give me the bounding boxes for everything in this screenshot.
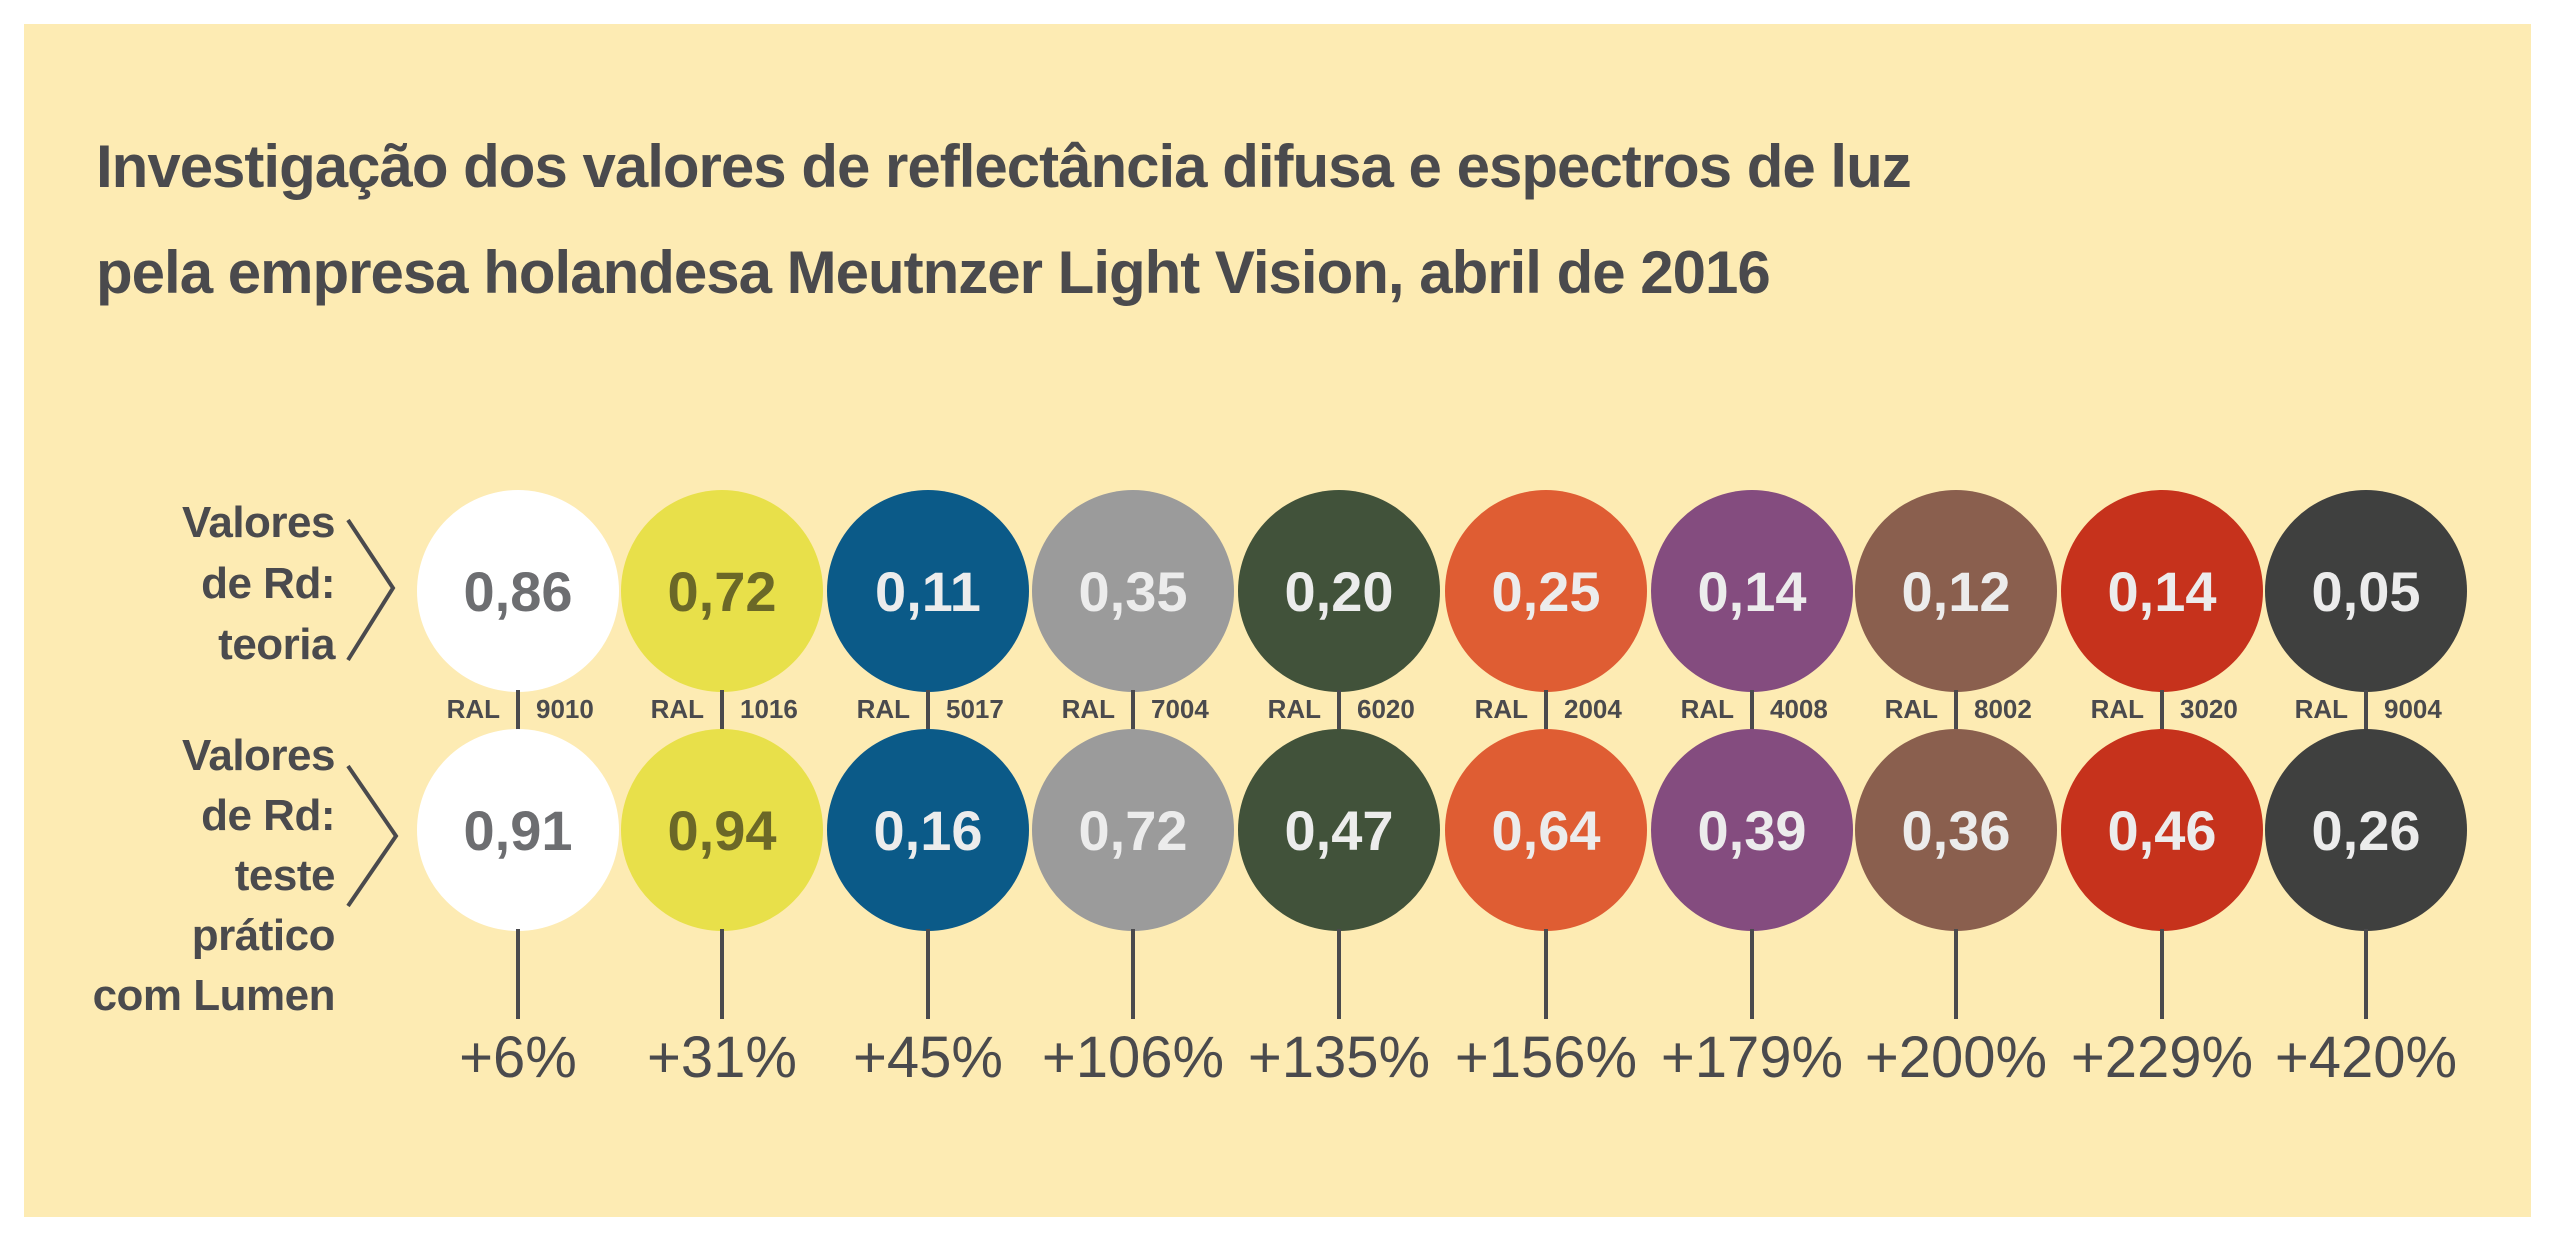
connector-line: [2160, 929, 2164, 1019]
ral-prefix: RAL: [2090, 694, 2144, 724]
increase-percent: +200%: [1864, 1025, 2048, 1090]
ral-prefix: RAL: [446, 694, 500, 724]
row-label-line: de Rd:: [201, 791, 335, 840]
ral-code: 6020: [1357, 694, 1415, 724]
connector-line: [926, 690, 930, 732]
ral-prefix: RAL: [856, 694, 910, 724]
row-label-line: teoria: [218, 620, 335, 669]
chevron-right-icon: [346, 764, 399, 908]
ral-prefix: RAL: [1061, 694, 1115, 724]
increase-percent: +135%: [1247, 1025, 1431, 1090]
test-value-circle: 0,94: [621, 729, 823, 931]
connector-line: [1750, 929, 1754, 1019]
connector-line: [1337, 929, 1341, 1019]
theory-value-circle: 0,12: [1855, 490, 2057, 692]
ral-code: 1016: [740, 694, 798, 724]
test-value-circle: 0,36: [1855, 729, 2057, 931]
ral-prefix: RAL: [650, 694, 704, 724]
row-label-line: de Rd:: [201, 559, 335, 608]
connector-line: [720, 690, 724, 732]
ral-code: 8002: [1974, 694, 2032, 724]
theory-value-circle: 0,20: [1238, 490, 1440, 692]
row-label-theory: Valores de Rd: teoria: [181, 492, 336, 675]
ral-prefix: RAL: [1474, 694, 1528, 724]
test-value-circle: 0,46: [2061, 729, 2263, 931]
increase-percent: +106%: [1041, 1025, 1225, 1090]
increase-percent: +179%: [1660, 1025, 1844, 1090]
ral-prefix: RAL: [1267, 694, 1321, 724]
connector-line: [1131, 690, 1135, 732]
connector-line: [1337, 690, 1341, 732]
increase-percent: +420%: [2274, 1025, 2458, 1090]
ral-code: 9004: [2384, 694, 2442, 724]
connector-line: [2364, 690, 2368, 732]
ral-prefix: RAL: [1680, 694, 1734, 724]
ral-code: 9010: [536, 694, 594, 724]
test-value-circle: 0,72: [1032, 729, 1234, 931]
connector-line: [1544, 690, 1548, 732]
ral-code: 2004: [1564, 694, 1622, 724]
theory-value-circle: 0,72: [621, 490, 823, 692]
connector-line: [2160, 690, 2164, 732]
connector-line: [926, 929, 930, 1019]
theory-value-circle: 0,86: [417, 490, 619, 692]
theory-value-circle: 0,11: [827, 490, 1029, 692]
increase-percent: +229%: [2070, 1025, 2254, 1090]
connector-line: [516, 690, 520, 732]
connector-line: [1544, 929, 1548, 1019]
increase-percent: +6%: [459, 1025, 577, 1090]
connector-line: [1954, 690, 1958, 732]
test-value-circle: 0,91: [417, 729, 619, 931]
ral-code: 5017: [946, 694, 1004, 724]
test-value-circle: 0,26: [2265, 729, 2467, 931]
ral-code: 7004: [1151, 694, 1209, 724]
row-label-line: Valores: [181, 498, 336, 547]
test-value-circle: 0,16: [827, 729, 1029, 931]
connector-line: [516, 929, 520, 1019]
row-label-test: Valores de Rd: teste prático com Lumen: [92, 726, 336, 1026]
theory-value-circle: 0,14: [1651, 490, 1853, 692]
test-value-circle: 0,47: [1238, 729, 1440, 931]
ral-code: 4008: [1770, 694, 1828, 724]
ral-prefix: RAL: [2294, 694, 2348, 724]
theory-value-circle: 0,25: [1445, 490, 1647, 692]
connector-line: [1131, 929, 1135, 1019]
row-label-line: com Lumen: [92, 971, 336, 1020]
theory-value-circle: 0,05: [2265, 490, 2467, 692]
connector-line: [1750, 690, 1754, 732]
chevron-right-icon: [346, 518, 396, 662]
title-line-1: Investigação dos valores de reflectância…: [96, 133, 1912, 200]
row-label-line: Valores: [181, 731, 336, 780]
row-label-line: teste: [234, 851, 336, 900]
increase-percent: +156%: [1454, 1025, 1638, 1090]
ral-prefix: RAL: [1884, 694, 1938, 724]
ral-code: 3020: [2180, 694, 2238, 724]
test-value-circle: 0,39: [1651, 729, 1853, 931]
title-line-2: pela empresa holandesa Meutnzer Light Vi…: [96, 239, 1771, 306]
row-label-line: prático: [191, 911, 336, 960]
theory-value-circle: 0,14: [2061, 490, 2263, 692]
increase-percent: +45%: [853, 1025, 1003, 1090]
connector-line: [2364, 929, 2368, 1019]
connector-line: [720, 929, 724, 1019]
connector-line: [1954, 929, 1958, 1019]
theory-value-circle: 0,35: [1032, 490, 1234, 692]
increase-percent: +31%: [647, 1025, 797, 1090]
test-value-circle: 0,64: [1445, 729, 1647, 931]
